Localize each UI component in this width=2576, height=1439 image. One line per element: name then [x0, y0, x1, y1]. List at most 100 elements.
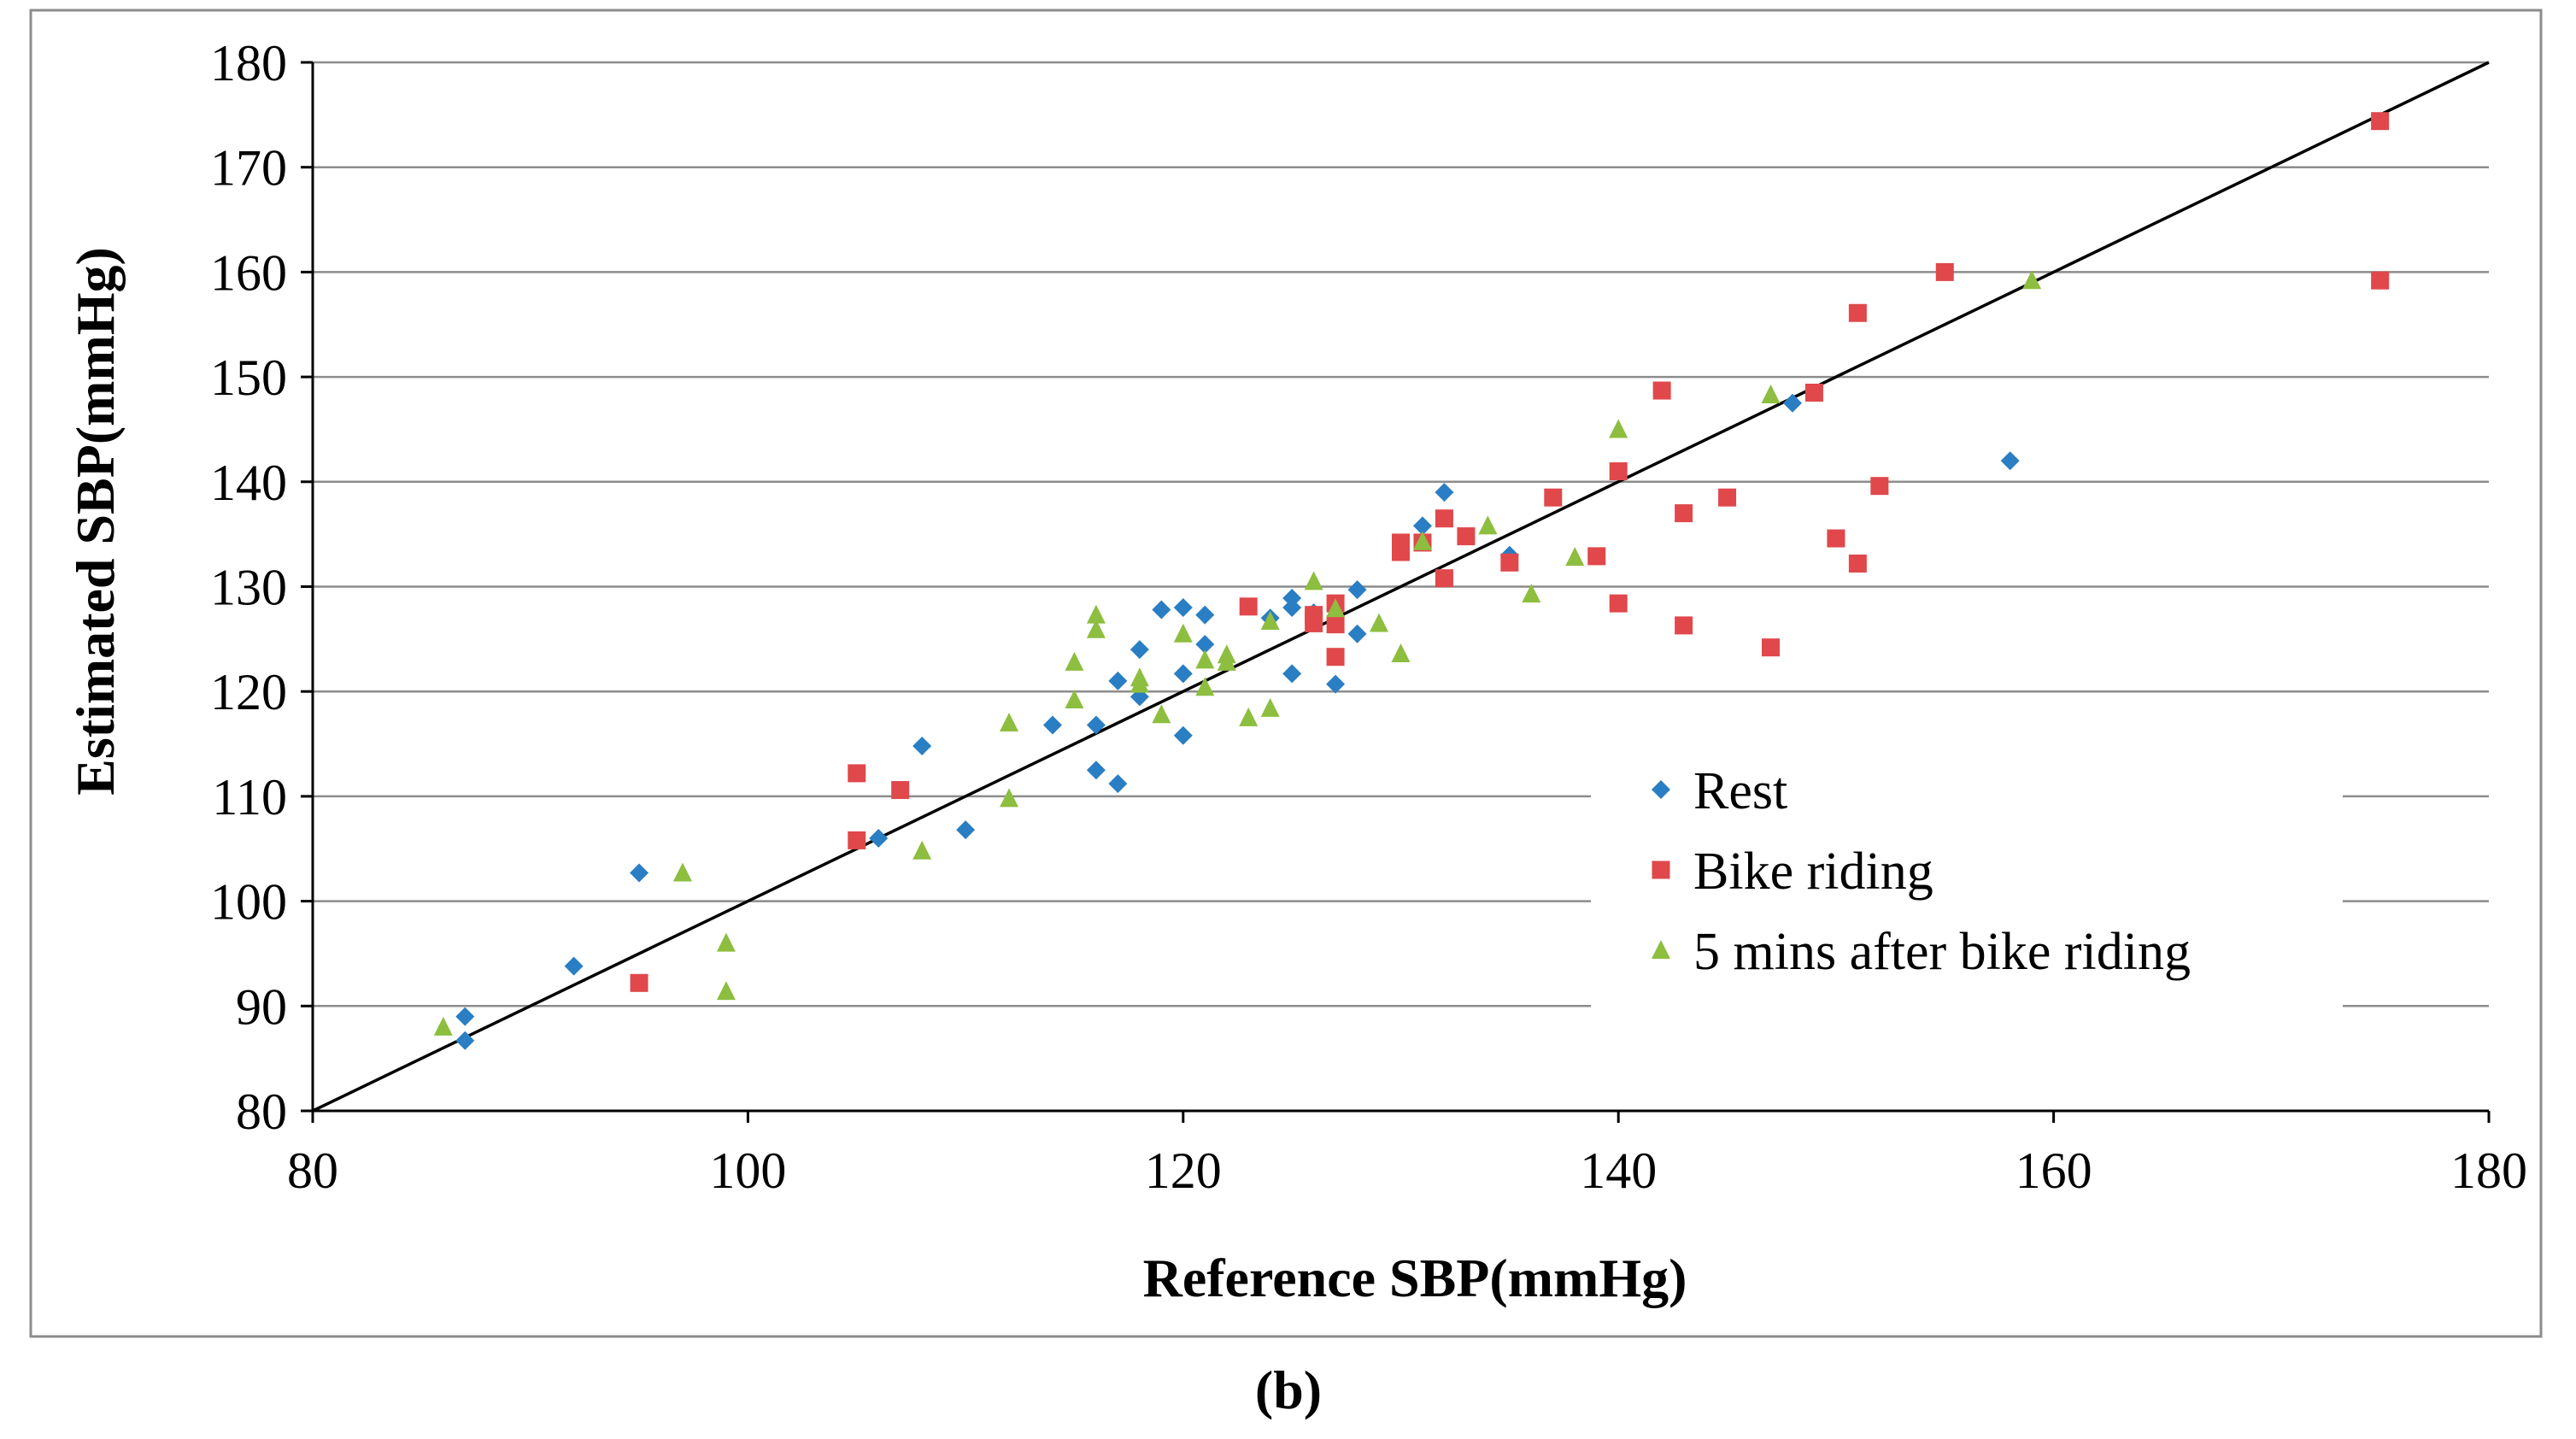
point-s1-27 [1827, 529, 1845, 548]
y-tick-label-120: 120 [210, 664, 287, 720]
point-s1-20 [1609, 594, 1628, 613]
point-s0-11 [1108, 671, 1128, 690]
point-s0-28 [1412, 516, 1432, 536]
chart-frame [29, 9, 2543, 1338]
point-s1-1 [848, 764, 866, 783]
point-s2-1 [672, 862, 692, 882]
x-axis-title: Reference SBP(mmHg) [1143, 1248, 1687, 1308]
legend-marker-2 [1652, 940, 1670, 959]
point-s1-18 [1587, 547, 1606, 566]
point-s2-16 [1195, 677, 1215, 696]
point-s0-32 [2000, 451, 2020, 471]
point-s2-18 [1217, 651, 1236, 671]
y-tick-label-170: 170 [210, 140, 287, 197]
point-s1-8 [1326, 615, 1345, 634]
point-s0-14 [1152, 600, 1171, 620]
plot-area: 80 100 120 140 160 180 80 90 100 110 120 130 140 150… [210, 35, 2527, 1199]
point-s2-10 [1086, 619, 1106, 638]
point-s0-10 [1108, 774, 1128, 794]
series-1 [630, 112, 2390, 992]
point-s1-17 [1544, 488, 1563, 507]
legend-label-1: Bike riding [1693, 843, 1933, 901]
y-tick-label-90: 90 [236, 978, 287, 1035]
point-s2-27 [1478, 515, 1498, 535]
y-tick-label-110: 110 [212, 769, 287, 825]
y-tick-label-150: 150 [210, 349, 287, 406]
y-tick-label-180: 180 [210, 35, 287, 91]
point-s0-18 [1195, 605, 1215, 625]
point-s1-3 [891, 781, 910, 800]
point-s0-31 [1782, 393, 1802, 413]
point-s1-2 [848, 831, 866, 849]
point-s2-28 [1522, 584, 1541, 603]
point-s0-6 [956, 820, 976, 840]
y-tick-label-100: 100 [210, 874, 287, 931]
point-s0-15 [1173, 598, 1193, 618]
point-s1-33 [2371, 271, 2390, 290]
point-s0-25 [1326, 674, 1346, 694]
figure-caption: (b) [1255, 1360, 1322, 1420]
point-s2-32 [2022, 270, 2042, 290]
point-s2-6 [1000, 788, 1019, 808]
point-s2-21 [1260, 697, 1280, 717]
point-s2-2 [716, 932, 736, 952]
point-s0-26 [1347, 580, 1367, 600]
point-s1-15 [1457, 527, 1476, 546]
point-s0-2 [564, 956, 584, 976]
x-tick-label-80: 80 [287, 1142, 338, 1199]
point-s1-9 [1326, 648, 1345, 667]
point-s2-26 [1412, 531, 1432, 550]
point-s1-21 [1652, 381, 1671, 400]
y-axis-title: Estimated SBP(mmHg) [65, 247, 126, 796]
point-s2-3 [716, 981, 736, 1001]
x-tick-label-160: 160 [2016, 1142, 2092, 1199]
point-s2-24 [1370, 613, 1389, 632]
point-s1-31 [1935, 262, 1954, 281]
point-s2-14 [1173, 623, 1193, 643]
x-axis-ticks: 80 100 120 140 160 180 [287, 1111, 2527, 1199]
x-tick-label-120: 120 [1145, 1142, 1222, 1199]
series-0 [455, 393, 2020, 1050]
point-s0-7 [1042, 715, 1062, 735]
point-s2-9 [1086, 604, 1106, 624]
point-s2-19 [1239, 707, 1259, 726]
point-s0-19 [1195, 634, 1215, 654]
point-s0-16 [1173, 664, 1193, 684]
point-s1-6 [1305, 614, 1323, 632]
point-s2-29 [1565, 547, 1585, 567]
point-s2-15 [1195, 649, 1215, 669]
point-s1-14 [1435, 569, 1453, 588]
point-s1-11 [1392, 543, 1410, 561]
point-s1-30 [1870, 477, 1889, 496]
point-s0-1 [455, 1031, 475, 1050]
point-s0-5 [912, 737, 932, 756]
point-s0-8 [1086, 715, 1106, 735]
legend-marker-1 [1652, 860, 1670, 879]
point-s2-12 [1130, 673, 1149, 693]
point-s0-17 [1173, 725, 1193, 745]
point-s2-25 [1391, 643, 1411, 663]
point-s2-23 [1326, 598, 1346, 618]
point-s1-19 [1609, 462, 1628, 481]
point-s0-13 [1130, 640, 1149, 660]
point-s0-0 [455, 1007, 475, 1026]
point-s1-24 [1718, 488, 1737, 507]
legend-label-0: Rest [1693, 762, 1787, 820]
data-points [433, 112, 2390, 1050]
point-s1-29 [1848, 555, 1867, 573]
point-s0-21 [1282, 598, 1302, 618]
point-s2-4 [912, 840, 932, 860]
identity-reference-line [312, 61, 2490, 1113]
y-tick-label-140: 140 [210, 455, 287, 511]
point-s2-5 [1000, 713, 1019, 732]
point-s0-3 [630, 863, 649, 883]
point-s1-22 [1675, 504, 1693, 523]
point-s2-13 [1152, 704, 1171, 724]
y-tick-label-160: 160 [210, 244, 287, 301]
point-s2-0 [433, 1016, 453, 1036]
x-tick-label-100: 100 [709, 1142, 786, 1199]
point-s2-31 [1761, 384, 1781, 403]
point-s0-9 [1086, 761, 1106, 780]
point-s1-28 [1848, 303, 1867, 322]
